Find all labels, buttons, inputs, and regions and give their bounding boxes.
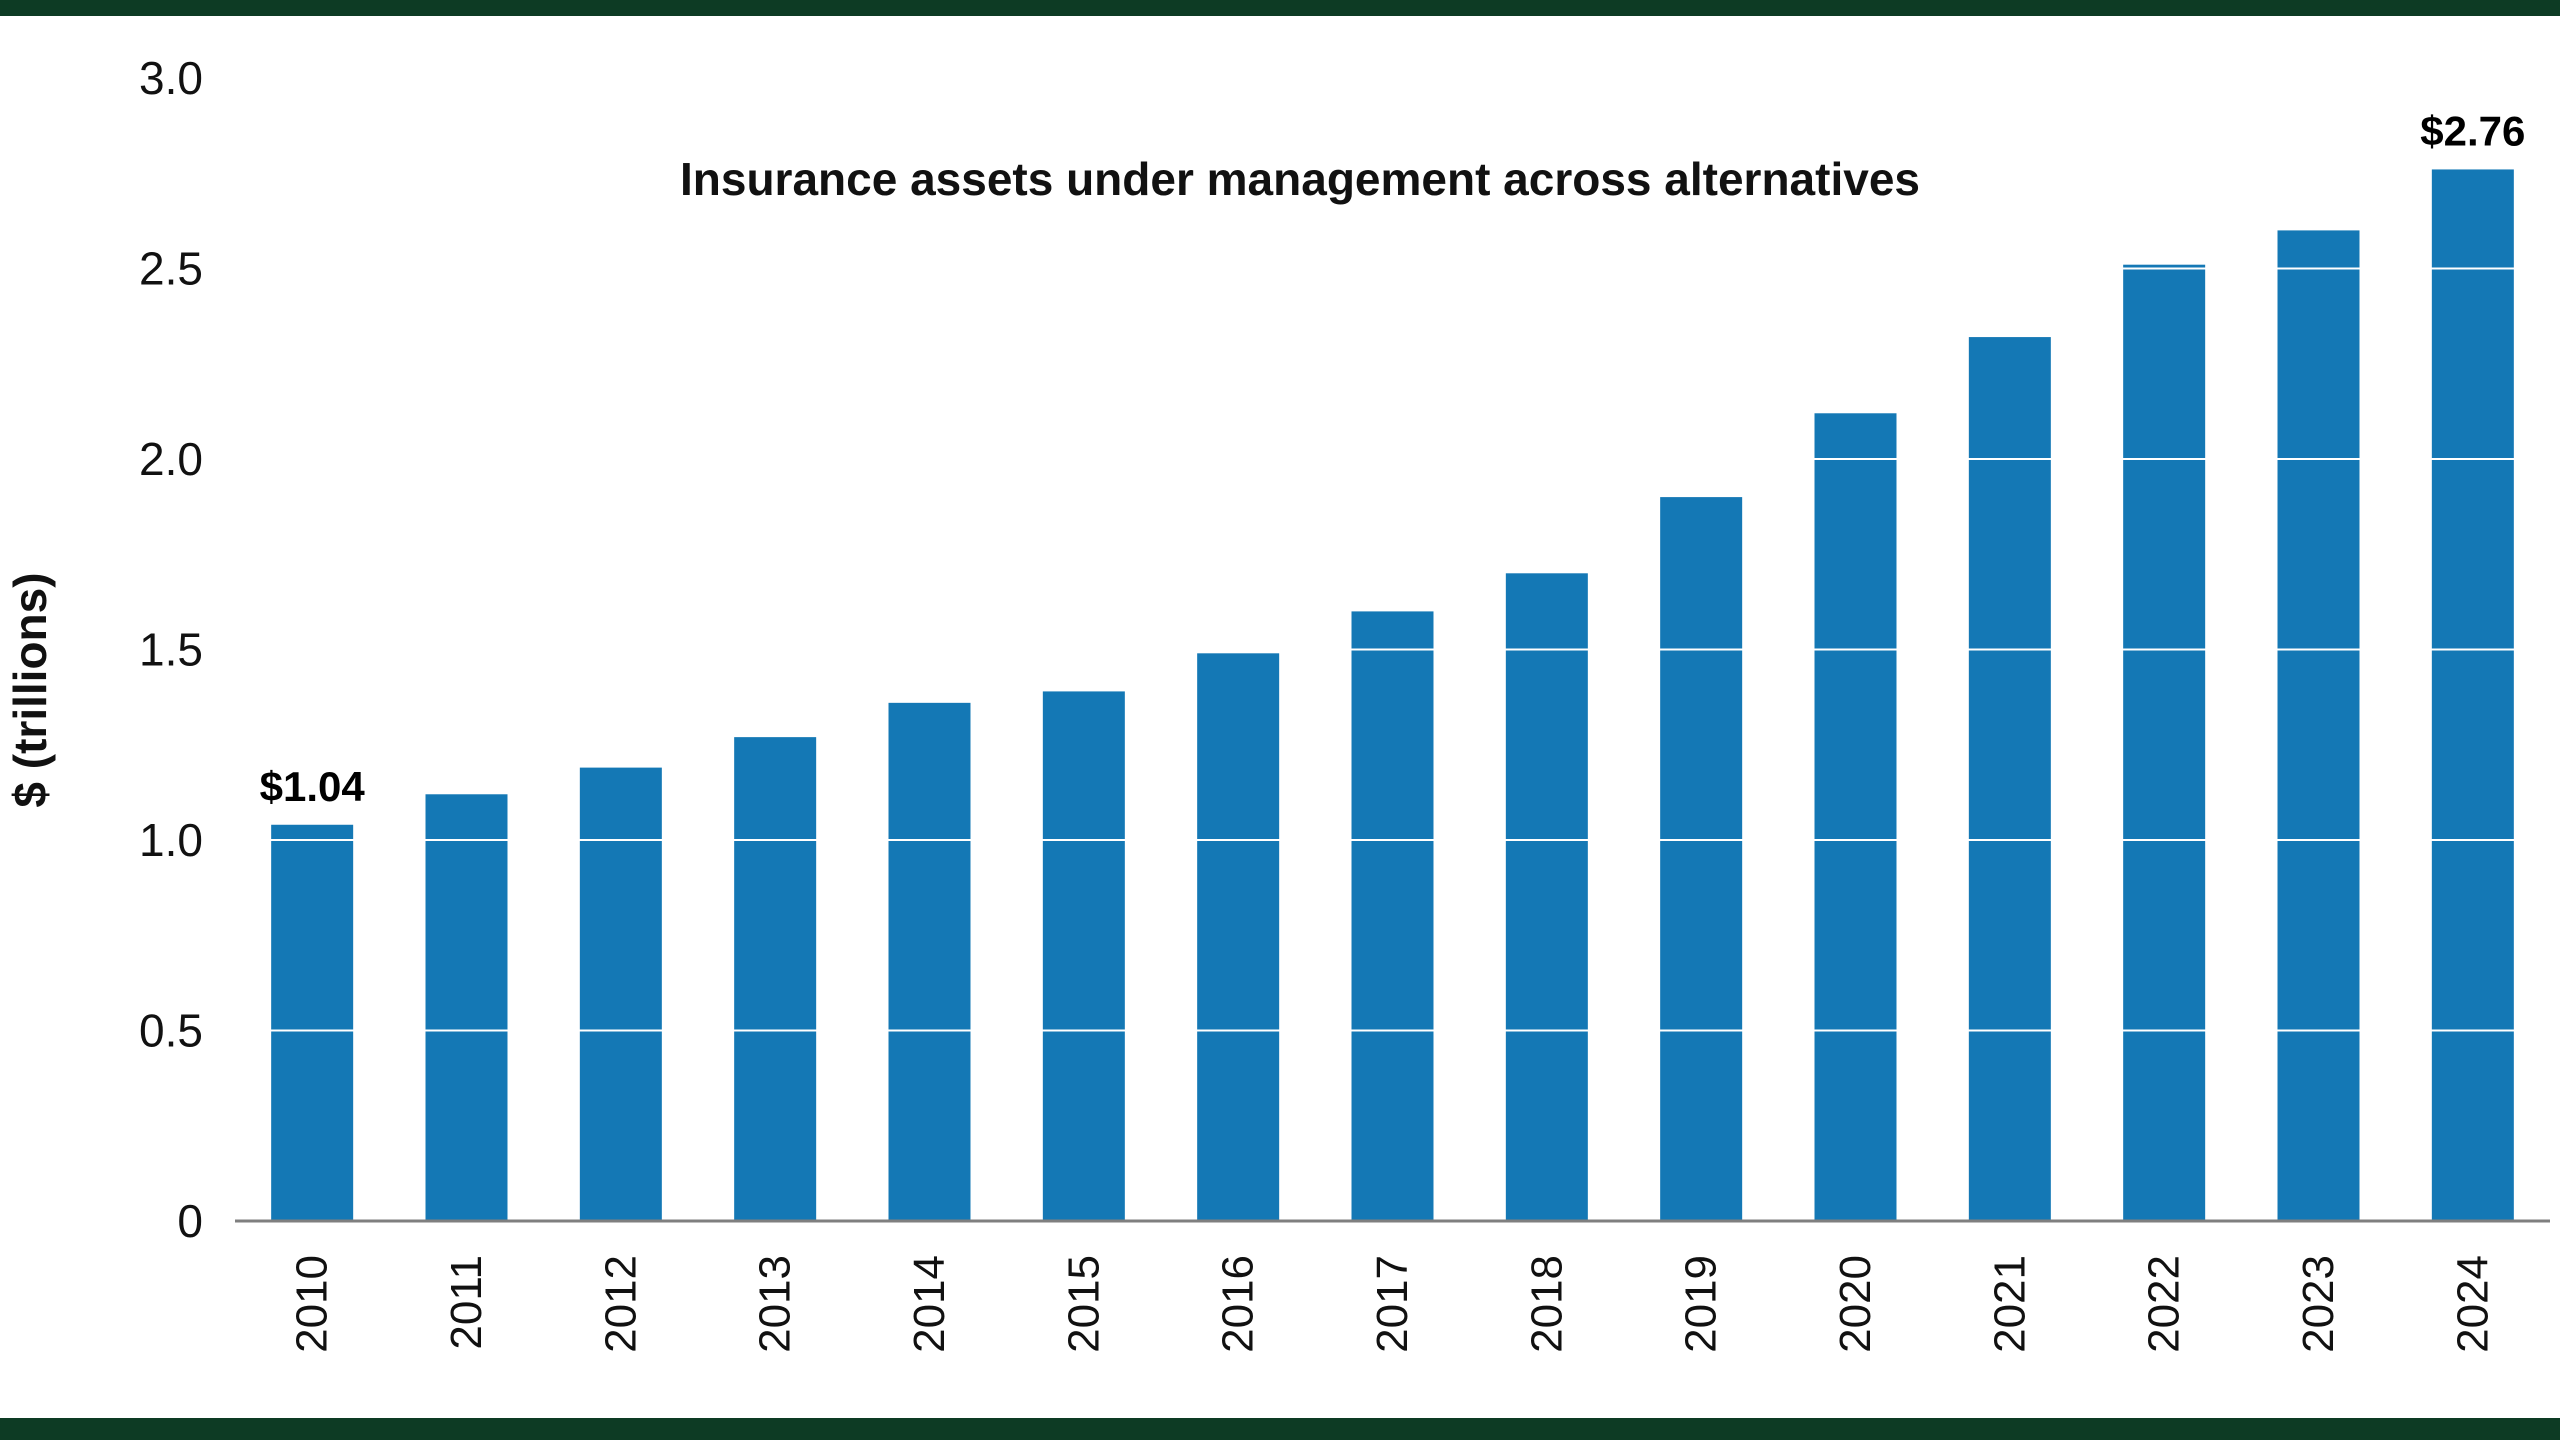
bar-2016 <box>1197 653 1280 1221</box>
x-tick-label-2019: 2019 <box>1677 1255 1726 1353</box>
bar-series <box>271 169 2514 1222</box>
bar-2018 <box>1505 573 1588 1221</box>
data-label-2024: $2.76 <box>2420 107 2525 154</box>
data-labels: $1.04 $2.76 <box>260 107 2526 809</box>
x-tick-label-2023: 2023 <box>2294 1255 2343 1353</box>
bar-2020 <box>1814 413 1897 1221</box>
y-tick-label: 2.5 <box>139 243 203 295</box>
bar-2022 <box>2123 264 2206 1221</box>
x-tick-label-2015: 2015 <box>1059 1255 1108 1353</box>
x-tick-label-2012: 2012 <box>596 1255 645 1353</box>
y-tick-label: 2.0 <box>139 433 203 485</box>
bar-2013 <box>734 737 817 1221</box>
x-tick-label-2014: 2014 <box>905 1255 954 1353</box>
bar-2017 <box>1351 611 1434 1221</box>
bar-2010 <box>271 824 354 1221</box>
bar-2024 <box>2431 169 2514 1222</box>
x-tick-label-2020: 2020 <box>1831 1255 1880 1353</box>
bar-2019 <box>1660 497 1743 1222</box>
x-tick-label-2011: 2011 <box>442 1255 491 1350</box>
bar-2011 <box>425 794 508 1221</box>
x-tick-labels: 2010 2011 2012 2013 2014 2015 2016 2017 2018 2019… <box>288 1255 2498 1353</box>
x-tick-label-2016: 2016 <box>1214 1255 1263 1353</box>
x-tick-label-2018: 2018 <box>1522 1255 1571 1353</box>
x-tick-label-2024: 2024 <box>2448 1255 2497 1353</box>
gridlines-over-bars <box>235 77 2550 1032</box>
x-tick-label-2010: 2010 <box>288 1255 337 1353</box>
x-tick-label-2013: 2013 <box>751 1255 800 1353</box>
y-tick-label: 1.5 <box>139 624 203 676</box>
bar-2014 <box>888 702 971 1221</box>
x-tick-label-2017: 2017 <box>1368 1255 1417 1353</box>
bar-2023 <box>2277 230 2360 1221</box>
bar-2015 <box>1042 691 1125 1221</box>
chart-title: Insurance assets under management across… <box>680 153 1920 205</box>
y-tick-label: 0 <box>177 1195 203 1247</box>
y-tick-label: 0.5 <box>139 1005 203 1057</box>
x-tick-label-2022: 2022 <box>2140 1255 2189 1353</box>
data-label-2010: $1.04 <box>260 763 366 810</box>
y-tick-label: 1.0 <box>139 814 203 866</box>
top-border-strip <box>0 0 2560 16</box>
y-tick-label: 3.0 <box>139 52 203 104</box>
bottom-border-strip <box>0 1418 2560 1440</box>
bar-2021 <box>1968 337 2051 1222</box>
y-axis-title: $ (trillions) <box>4 572 56 807</box>
bar-2012 <box>579 767 662 1221</box>
y-tick-labels: 0 0.5 1.0 1.5 2.0 2.5 3.0 <box>139 52 203 1247</box>
x-tick-label-2021: 2021 <box>1985 1255 2034 1353</box>
